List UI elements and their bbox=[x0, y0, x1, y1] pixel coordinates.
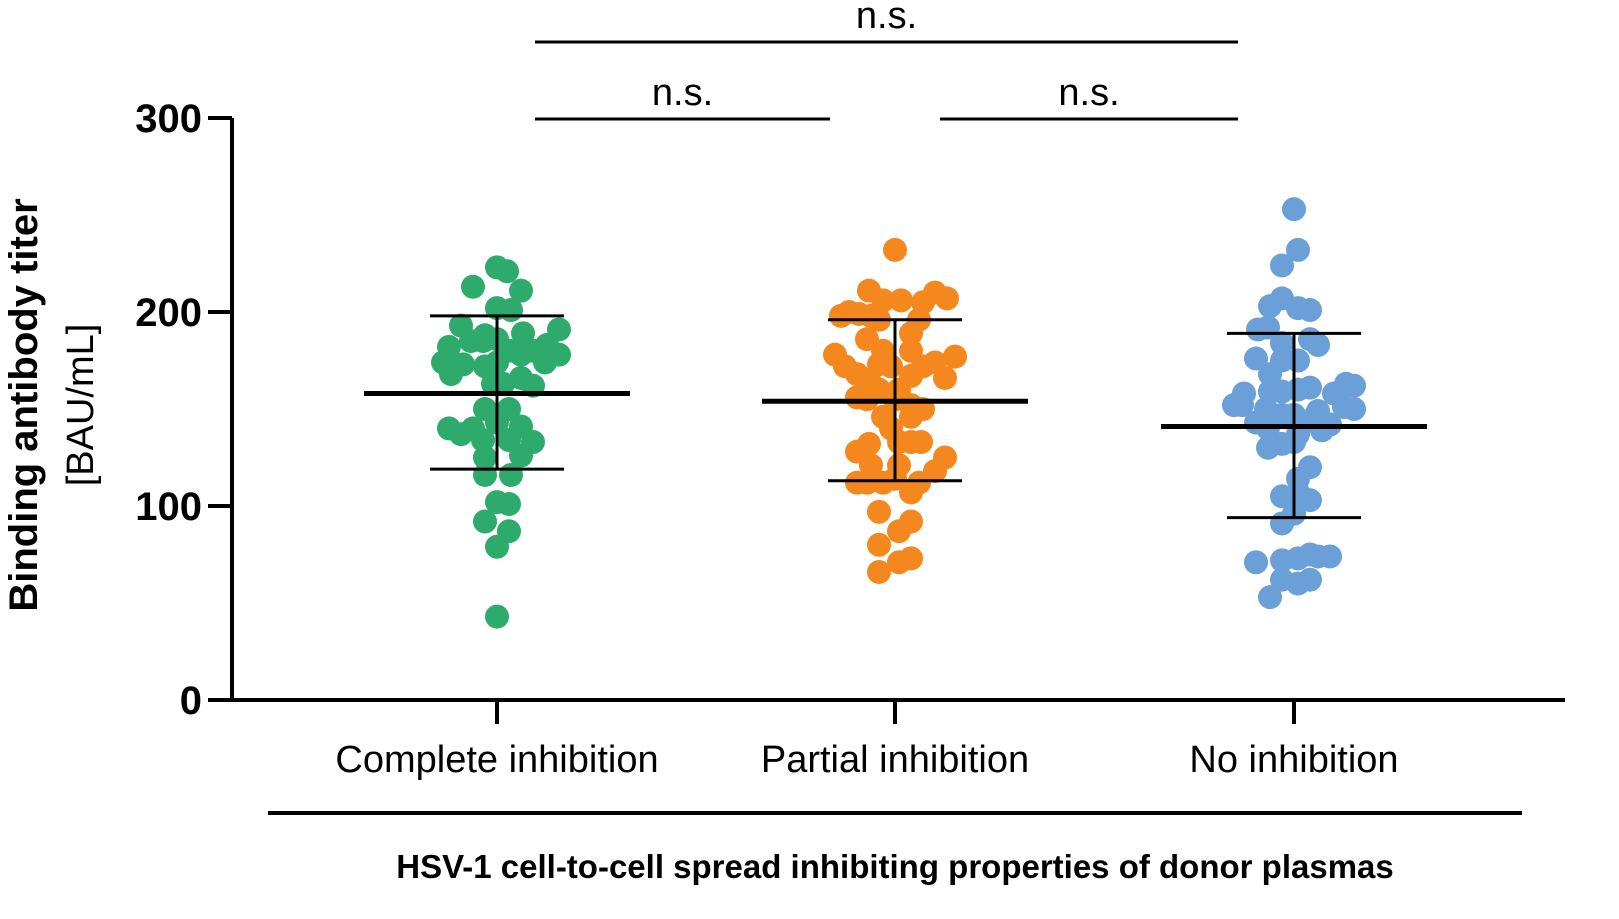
data-point bbox=[461, 274, 485, 299]
data-point bbox=[439, 362, 463, 387]
data-point bbox=[1244, 550, 1268, 575]
y-tick-label: 200 bbox=[135, 291, 202, 335]
data-point bbox=[1332, 395, 1356, 420]
data-point bbox=[899, 321, 923, 346]
data-point bbox=[935, 286, 959, 311]
data-point bbox=[1246, 317, 1270, 342]
data-point bbox=[883, 237, 907, 262]
data-point bbox=[1258, 362, 1282, 387]
data-point bbox=[845, 470, 869, 495]
data-point bbox=[509, 342, 533, 367]
x-axis-title: HSV-1 cell-to-cell spread inhibiting pro… bbox=[396, 848, 1394, 885]
data-point bbox=[879, 354, 903, 379]
data-point bbox=[473, 445, 497, 470]
data-point bbox=[867, 559, 891, 584]
data-point bbox=[1256, 435, 1280, 460]
y-axis-units: [BAU/mL] bbox=[60, 324, 102, 487]
significance-brackets: n.s. n.s. n.s. bbox=[535, 0, 1238, 121]
data-point bbox=[485, 255, 509, 280]
data-point bbox=[437, 416, 461, 441]
significance-label: n.s. bbox=[652, 72, 713, 114]
data-point bbox=[1306, 332, 1330, 357]
data-point bbox=[899, 480, 923, 505]
data-point bbox=[1286, 237, 1310, 262]
y-axis-title: Binding antibody titer bbox=[2, 198, 46, 611]
data-point bbox=[887, 519, 911, 544]
data-point bbox=[437, 334, 461, 359]
data-point bbox=[485, 534, 509, 559]
data-point bbox=[473, 509, 497, 534]
data-point bbox=[887, 550, 911, 575]
x-tick-label: No inhibition bbox=[1189, 739, 1398, 781]
data-point bbox=[899, 429, 923, 454]
data-point bbox=[1270, 484, 1294, 509]
data-point bbox=[497, 492, 521, 517]
y-ticks: 0 100 200 300 bbox=[135, 97, 232, 723]
data-point bbox=[889, 288, 913, 313]
data-point bbox=[1342, 373, 1366, 398]
data-point bbox=[1270, 253, 1294, 278]
error-bars bbox=[364, 314, 1427, 520]
x-tick-label: Partial inhibition bbox=[761, 739, 1029, 781]
data-point bbox=[1286, 348, 1310, 373]
data-point bbox=[511, 321, 535, 346]
significance-label: n.s. bbox=[856, 0, 917, 37]
data-point bbox=[509, 278, 533, 303]
data-point bbox=[499, 298, 523, 323]
data-point bbox=[933, 445, 957, 470]
data-point bbox=[1270, 331, 1294, 356]
data-point bbox=[867, 532, 891, 557]
data-point bbox=[1298, 375, 1322, 400]
axes bbox=[230, 118, 1565, 702]
y-tick-label: 300 bbox=[135, 97, 202, 141]
axis-titles: Binding antibody titer [BAU/mL] HSV-1 ce… bbox=[2, 198, 1522, 885]
data-point bbox=[481, 371, 505, 396]
data-point bbox=[509, 443, 533, 468]
data-point bbox=[473, 462, 497, 487]
data-point bbox=[1318, 544, 1342, 569]
data-point bbox=[547, 317, 571, 342]
y-tick-label: 100 bbox=[135, 485, 202, 529]
data-point bbox=[1298, 567, 1322, 592]
data-point bbox=[1310, 418, 1334, 443]
data-point bbox=[1244, 346, 1268, 371]
x-tick-label: Complete inhibition bbox=[335, 739, 658, 781]
x-ticks: Complete inhibition Partial inhibition No … bbox=[335, 700, 1399, 781]
data-point bbox=[943, 344, 967, 369]
data-point bbox=[547, 342, 571, 367]
data-point bbox=[471, 428, 495, 453]
data-point bbox=[1298, 488, 1322, 513]
data-point bbox=[1258, 294, 1282, 319]
data-point bbox=[1222, 393, 1246, 418]
y-tick-label: 0 bbox=[180, 679, 202, 723]
data-point bbox=[1298, 298, 1322, 323]
data-point bbox=[1282, 197, 1306, 222]
data-point bbox=[867, 499, 891, 524]
data-point bbox=[473, 323, 497, 348]
data-point bbox=[485, 604, 509, 629]
data-point bbox=[933, 365, 957, 390]
data-points bbox=[431, 197, 1366, 629]
data-point bbox=[1258, 585, 1282, 610]
data-point bbox=[837, 300, 861, 324]
data-point bbox=[499, 462, 523, 487]
significance-label: n.s. bbox=[1058, 72, 1119, 114]
